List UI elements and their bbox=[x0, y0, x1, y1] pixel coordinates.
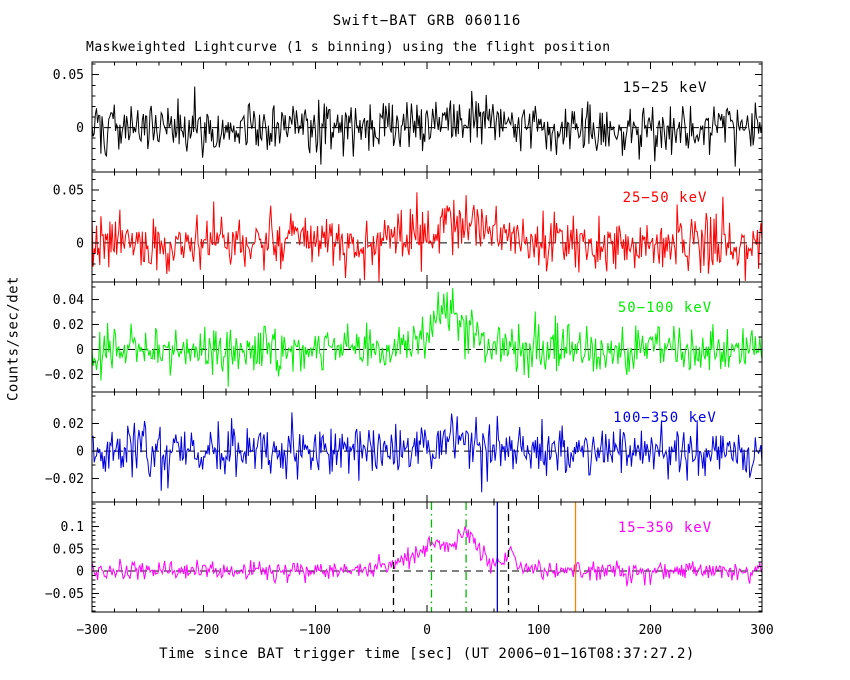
y-tick-label: 0.05 bbox=[53, 68, 84, 83]
band-label-25-50kev: 25−50 keV bbox=[622, 190, 708, 206]
panel-frame-1 bbox=[91, 171, 763, 283]
x-tick-label: 0 bbox=[423, 623, 431, 638]
y-tick-label: 0 bbox=[76, 445, 84, 460]
y-tick-label: 0.1 bbox=[61, 520, 84, 535]
plot-title: Swift−BAT GRB 060116 bbox=[332, 13, 522, 29]
y-tick-label: 0.02 bbox=[53, 417, 84, 432]
x-tick-label: 300 bbox=[750, 623, 773, 638]
y-tick-label: −0.02 bbox=[45, 472, 84, 487]
y-tick-label: 0.04 bbox=[53, 293, 84, 308]
y-tick-label: −0.02 bbox=[45, 368, 84, 383]
series-line-1 bbox=[91, 192, 763, 283]
series-line-4 bbox=[91, 526, 763, 587]
band-label-100-350kev: 100−350 keV bbox=[613, 410, 717, 426]
x-tick-label: −200 bbox=[188, 623, 219, 638]
plot-subtitle: Maskweighted Lightcurve (1 s binning) us… bbox=[86, 40, 611, 55]
series-line-3 bbox=[91, 412, 763, 493]
y-tick-label: 0 bbox=[76, 236, 84, 251]
y-axis-label: Counts/sec/det bbox=[5, 276, 22, 402]
x-axis-label: Time since BAT trigger time [sec] (UT 20… bbox=[159, 646, 695, 662]
x-tick-label: −100 bbox=[300, 623, 331, 638]
series-line-0 bbox=[91, 86, 763, 167]
y-tick-label: 0 bbox=[76, 343, 84, 358]
panel-frame-4 bbox=[91, 501, 763, 613]
y-tick-label: 0.05 bbox=[53, 183, 84, 198]
x-tick-label: 200 bbox=[639, 623, 662, 638]
x-tick-label: 100 bbox=[527, 623, 550, 638]
band-label-15-25kev: 15−25 keV bbox=[622, 80, 708, 96]
y-tick-label: 0 bbox=[76, 121, 84, 136]
y-tick-label: 0.02 bbox=[53, 318, 84, 333]
band-label-15-350kev: 15−350 keV bbox=[617, 520, 713, 536]
y-tick-label: −0.05 bbox=[45, 587, 84, 602]
y-tick-label: 0.05 bbox=[53, 542, 84, 557]
band-label-50-100kev: 50−100 keV bbox=[617, 300, 713, 316]
y-tick-label: 0 bbox=[76, 565, 84, 580]
series-line-2 bbox=[91, 287, 763, 387]
x-tick-label: −300 bbox=[76, 623, 107, 638]
